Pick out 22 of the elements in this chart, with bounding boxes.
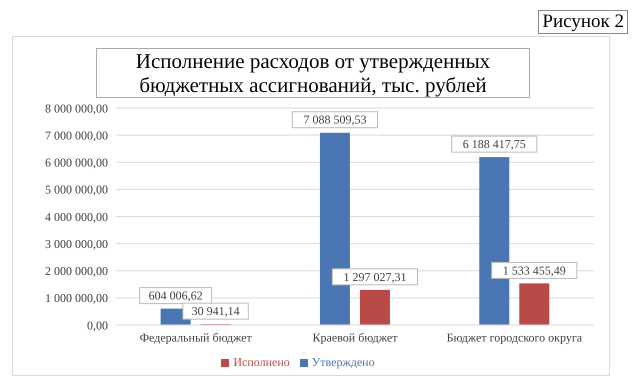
y-tick-label: 5 000 000,00 <box>45 182 108 197</box>
y-tick-label: 3 000 000,00 <box>45 236 108 251</box>
y-tick-label: 6 000 000,00 <box>45 156 108 170</box>
data-label: 6 188 417,75 <box>462 137 526 152</box>
y-tick-label: 8 000 000,00 <box>45 101 108 116</box>
x-tick-label: Федеральный бюджет <box>140 330 252 345</box>
y-tick-label: 4 000 000,00 <box>45 210 108 224</box>
legend-label: Утверждено <box>312 355 375 369</box>
text: Рисунок 2 <box>538 10 628 34</box>
data-label: 7 088 509,53 <box>303 112 366 127</box>
data-label: 604 006,62 <box>148 288 203 303</box>
x-tick-label: Краевой бюджет <box>312 330 398 345</box>
y-tick-label: 0,00 <box>87 318 108 332</box>
y-tick-label: 1 000 000,00 <box>45 291 108 306</box>
chart-title: Исполнение расходов от утвержденных бюджетных ассигнований, тыс. рублей <box>96 48 530 98</box>
data-label: 1 533 455,49 <box>502 263 566 278</box>
y-tick-label: 2 000 000,00 <box>45 264 108 278</box>
data-label: 30 941,14 <box>192 304 240 318</box>
x-tick-label: Бюджет городского округа <box>446 330 583 345</box>
legend-label: Исполнено <box>233 355 290 369</box>
data-label: 1 297 027,31 <box>343 270 406 284</box>
y-tick-label: 7 000 000,00 <box>45 128 108 142</box>
